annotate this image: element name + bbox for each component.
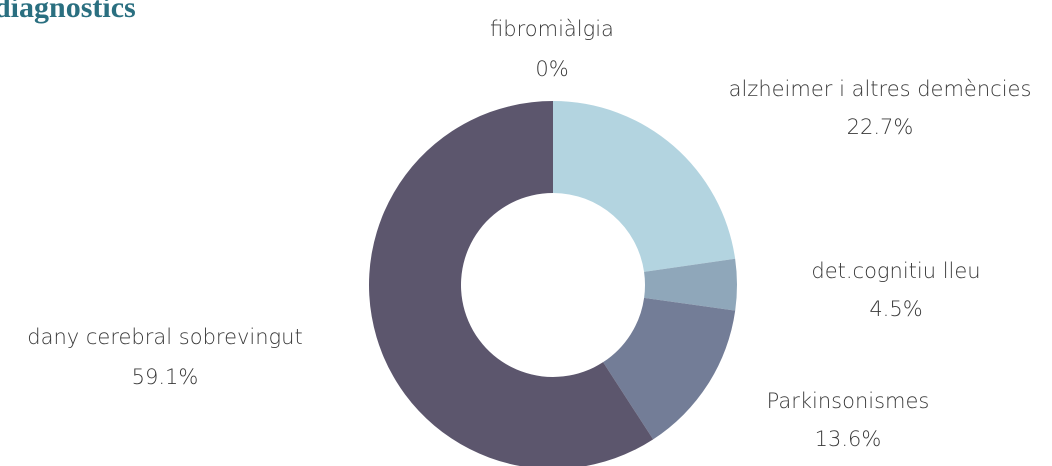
slice-label: Parkinsonismes	[767, 389, 930, 413]
slice-value-label: 0%	[535, 57, 568, 81]
donut-slice	[553, 101, 736, 272]
slice-value-label: 13.6%	[815, 427, 882, 451]
slice-label: fibromiàlgia	[490, 17, 614, 41]
donut-slice	[644, 258, 737, 311]
slice-label: det.cognitiu lleu	[811, 259, 980, 283]
slice-value-label: 59.1%	[132, 365, 199, 389]
donut-slice	[603, 297, 736, 440]
slice-label: alzheimer i altres demències	[729, 77, 1032, 101]
slice-value-label: 22.7%	[847, 115, 914, 139]
slice-value-label: 4.5%	[869, 297, 922, 321]
chart-title: diagnostics	[0, 0, 136, 24]
donut-slice	[369, 101, 654, 466]
slice-label: dany cerebral sobrevingut	[27, 325, 302, 349]
